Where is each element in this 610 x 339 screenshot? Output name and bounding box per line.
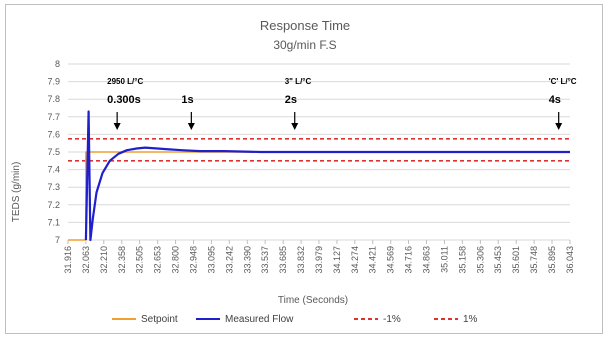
x-tick-label: 35.158 (457, 246, 467, 274)
y-tick-label: 7.2 (47, 200, 60, 210)
y-tick-label: 7.5 (47, 147, 60, 157)
x-tick-label: 34.863 (421, 246, 431, 274)
annotation-label-top: 'C' L/°C (549, 77, 577, 86)
x-tick-label: 31.916 (63, 246, 73, 274)
y-tick-label: 7.8 (47, 94, 60, 104)
x-axis-label: Time (Seconds) (278, 295, 348, 306)
x-tick-label: 33.979 (314, 246, 324, 274)
x-tick-label: 34.274 (350, 246, 360, 274)
x-tick-label: 32.063 (81, 246, 91, 274)
annotations: 2950 L/°C 0.300s 1s 3" L/°C 2s 'C' L/°C 4s (107, 77, 577, 130)
legend-label: Setpoint (141, 314, 178, 325)
y-tick-label: 7.3 (47, 182, 60, 192)
legend-label: -1% (383, 314, 401, 325)
annotation-label-time: 2s (285, 94, 297, 106)
legend-label: 1% (463, 314, 478, 325)
x-tick-label: 32.800 (171, 246, 181, 274)
x-tick-label: 35.306 (475, 246, 485, 274)
y-tick-label: 7.9 (47, 77, 60, 87)
x-tick-label: 35.601 (511, 246, 521, 274)
y-tick-label: 8 (55, 59, 60, 69)
annotation-arrow-head-1 (187, 123, 195, 130)
x-tick-label: 32.358 (117, 246, 127, 274)
annotation-label-time: 1s (181, 94, 193, 106)
y-tick-label: 7.7 (47, 112, 60, 122)
annotation-arrow-head-2 (291, 123, 299, 130)
legend: Setpoint Measured Flow -1% 1% (112, 314, 478, 325)
x-tick-label: 35.453 (493, 246, 503, 274)
x-tick-label: 32.653 (153, 246, 163, 274)
x-tick-label: 33.242 (224, 246, 234, 274)
series-line-measured-flow (84, 110, 570, 242)
x-tick-label: 33.832 (296, 246, 306, 274)
y-tick-label: 7.4 (47, 165, 60, 175)
x-tick-label: 34.421 (368, 246, 378, 274)
annotation-label-time: 0.300s (107, 94, 141, 106)
x-tick-label: 34.569 (386, 246, 396, 274)
y-tick-label: 7.1 (47, 217, 60, 227)
x-tick-label: 32.210 (99, 246, 109, 274)
x-tick-label: 33.537 (260, 246, 270, 274)
x-tick-label: 34.127 (332, 246, 342, 274)
x-tick-label: 34.716 (404, 246, 414, 274)
annotation-arrow-head-0 (113, 123, 121, 130)
series-line-setpoint (68, 151, 570, 241)
x-tick-label: 35.748 (529, 246, 539, 274)
x-tick-label: 33.095 (206, 246, 216, 274)
x-tick-label: 33.685 (278, 246, 288, 274)
y-tick-label: 7.6 (47, 129, 60, 139)
x-tick-label: 36.043 (565, 246, 575, 274)
y-axis-label: TEDS (g/min) (11, 162, 22, 223)
chart-subtitle: 30g/min F.S (273, 38, 336, 52)
legend-label: Measured Flow (225, 314, 294, 325)
annotation-arrow-head-3 (555, 123, 563, 130)
y-tick-label: 7 (55, 235, 60, 245)
x-tick-label: 35.895 (547, 246, 557, 274)
annotation-label-top: 2950 L/°C (107, 77, 143, 86)
x-tick-label: 35.011 (439, 246, 449, 273)
y-axis-ticks: 7 7.1 7.2 7.3 7.4 7.5 7.6 7.7 7.8 7.9 8 (47, 59, 60, 245)
annotation-label-time: 4s (549, 94, 561, 106)
chart-title: Response Time (260, 18, 350, 33)
x-axis-ticks: 31.916 32.063 32.210 32.358 32.505 32.653 32.8… (63, 240, 575, 274)
x-tick-label: 32.948 (189, 246, 199, 274)
x-tick-label: 32.505 (135, 246, 145, 274)
series-lines (68, 110, 570, 242)
x-tick-label: 33.390 (242, 246, 252, 274)
annotation-label-top: 3" L/°C (285, 77, 312, 86)
